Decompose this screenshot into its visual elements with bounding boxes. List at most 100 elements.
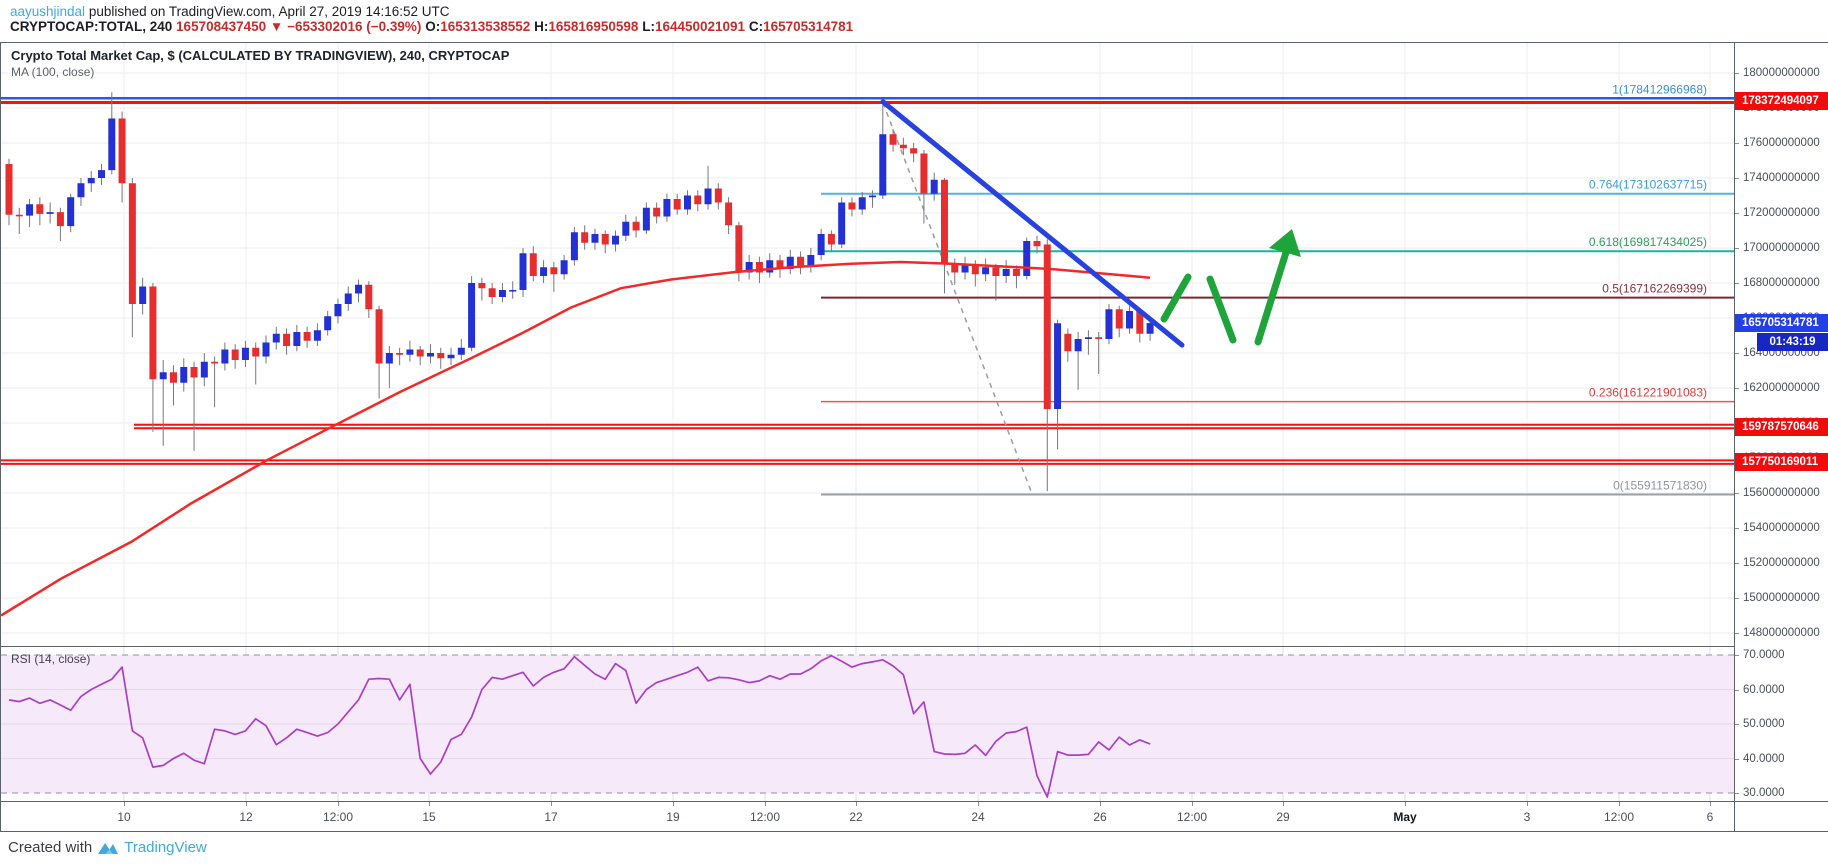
publish-text: published on TradingView.com, April 27, …: [85, 4, 450, 19]
time-tick-mark: [673, 802, 674, 806]
rsi-tick-label: 60.0000: [1743, 683, 1785, 696]
time-tick-label: 12:00: [1603, 810, 1635, 824]
candle-body: [673, 198, 681, 210]
candle-body: [509, 289, 517, 292]
ohlc-row: CRYPTOCAP:TOTAL, 240 165708437450 ▼ −653…: [10, 19, 853, 34]
candle-body: [406, 349, 414, 355]
time-tick-mark: [1100, 802, 1101, 806]
time-tick-label: 12: [239, 810, 253, 824]
candle-body: [940, 179, 948, 264]
high-label: H:: [534, 19, 549, 34]
candle-body: [858, 197, 866, 210]
candle-body: [683, 195, 691, 210]
candle-body: [324, 316, 332, 331]
rsi-tick-label: 70.0000: [1743, 649, 1785, 661]
created-with-text: Created with: [8, 839, 93, 856]
candle-body: [426, 352, 434, 357]
candle-body: [992, 267, 1000, 276]
author-link[interactable]: aayushjindal: [10, 4, 86, 19]
candle-body: [26, 204, 34, 216]
candle-body: [694, 195, 702, 205]
candle-body: [971, 265, 979, 275]
candle-body: [745, 261, 753, 273]
price-tick-label: 170000000000: [1743, 241, 1820, 254]
price-tick-mark: [1735, 247, 1739, 249]
tradingview-brand-link[interactable]: TradingView: [124, 839, 207, 856]
candle-body: [869, 195, 877, 198]
candle-body: [848, 202, 856, 210]
price-tick-mark: [1735, 72, 1739, 74]
candle-body: [725, 202, 733, 226]
time-tick-label: 19: [666, 810, 680, 824]
pane-separator[interactable]: [1, 646, 1827, 647]
time-tick-label: 22: [849, 810, 863, 824]
candle-body: [1084, 337, 1092, 339]
time-tick-label: 26: [1093, 810, 1107, 824]
low-value: 164450021091: [654, 19, 746, 34]
price-tick-label: 168000000000: [1743, 276, 1820, 289]
time-axis[interactable]: 10 12 12:00 15 17 19 12:00 22 24 26 12:00 29 May 3 12:…: [1, 802, 1734, 831]
close-value: 165705314781: [763, 19, 854, 34]
rsi-tick-label: 40.0000: [1743, 752, 1785, 765]
candle-body: [899, 144, 907, 149]
chart-container: 1(178412966968) 0.764(173102637715) 0.618(…: [0, 42, 1828, 832]
price-tick-label: 154000000000: [1743, 521, 1820, 534]
candle-body: [87, 177, 95, 184]
candle-body: [560, 260, 568, 275]
rsi-pane[interactable]: [1, 647, 1734, 802]
candle-body: [344, 293, 352, 304]
candle-body: [5, 163, 13, 215]
candle-body: [910, 148, 918, 154]
candle-body: [118, 118, 126, 184]
chart-title: Crypto Total Market Cap, $ (CALCULATED B…: [11, 48, 510, 63]
candle-body: [128, 183, 136, 304]
time-tick-mark: [338, 802, 339, 806]
direction-arrow: ▼: [269, 19, 284, 34]
descending-trendline[interactable]: [880, 99, 1185, 348]
candle-body: [313, 330, 321, 341]
symbol-interval: CRYPTOCAP:TOTAL, 240: [10, 19, 173, 34]
candle-body: [1095, 337, 1103, 339]
close-label: C:: [748, 19, 764, 34]
candle-body: [930, 179, 938, 194]
main-price-pane[interactable]: 1(178412966968) 0.764(173102637715) 0.618(…: [1, 43, 1734, 646]
projection-arrow[interactable]: [1206, 275, 1237, 344]
price-tick-mark: [1735, 352, 1739, 354]
price-tick-label: 180000000000: [1743, 66, 1820, 79]
candle-body: [1033, 240, 1041, 247]
candle-body: [591, 233, 599, 243]
candle-body: [1136, 310, 1144, 334]
price-axis[interactable]: 1800000000001780000000001760000000001740…: [1734, 43, 1828, 801]
candle-body: [1146, 323, 1154, 334]
candle-body: [920, 153, 928, 194]
candle-body: [827, 233, 835, 245]
candle-body: [879, 134, 887, 196]
price-tick-mark: [1735, 597, 1739, 599]
price-tick-mark: [1735, 492, 1739, 494]
candle-body: [498, 289, 506, 297]
candle-body: [272, 333, 280, 343]
footer: Created with TradingView: [8, 839, 207, 856]
time-tick-mark: [429, 802, 430, 806]
countdown-badge: 01:43:19: [1757, 333, 1828, 352]
rsi-study-label: RSI (14, close): [11, 652, 91, 666]
time-tick-label: May: [1393, 810, 1417, 824]
candle-body: [735, 225, 743, 273]
axis-corner: [1734, 802, 1828, 831]
projection-arrow[interactable]: [1254, 242, 1292, 346]
projection-arrow[interactable]: [1160, 273, 1192, 323]
candle-body: [642, 207, 650, 231]
candle-body: [211, 361, 219, 364]
candle-body: [961, 265, 969, 273]
candle-body: [581, 232, 589, 243]
candle-body: [139, 286, 147, 304]
candle-body: [797, 256, 805, 266]
candle-body: [303, 331, 311, 341]
time-tick-mark: [246, 802, 247, 806]
rsi-tick-mark: [1735, 793, 1739, 794]
time-tick-label: 12:00: [1176, 810, 1208, 824]
candle-body: [540, 267, 548, 276]
candle-body: [1115, 309, 1123, 329]
candle-body: [252, 347, 260, 357]
candle-body: [550, 267, 558, 275]
